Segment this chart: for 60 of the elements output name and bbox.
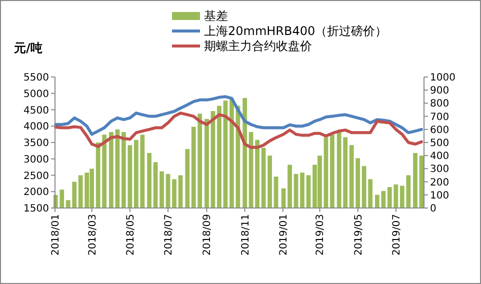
x-tick-label: 2019/05 [353, 214, 364, 256]
y2-tick-label: 1000 [430, 72, 456, 84]
x-tick-label: 2018/09 [202, 214, 214, 256]
y2-tick-label: 400 [430, 151, 450, 162]
bar [288, 164, 292, 208]
bar [185, 149, 190, 208]
line-series [54, 112, 424, 149]
x-tick-label: 2018/03 [87, 214, 98, 256]
y-tick-label: 3000 [24, 154, 49, 166]
y-tick-label: 4500 [24, 105, 49, 116]
x-tick-label: 2018/11 [240, 214, 252, 256]
y-tick-label: 1500 [24, 204, 49, 214]
legend-label: 期螺主力合约收盘价 [204, 39, 312, 54]
x-tick-label: 2018/07 [164, 214, 175, 256]
y2-tick-label: 800 [430, 98, 450, 110]
y2-tick-label: 200 [430, 177, 450, 188]
bar [368, 179, 372, 208]
bar [217, 106, 222, 208]
y2-tick-label: 0 [430, 204, 436, 214]
x-tick-label: 2019/07 [391, 214, 402, 256]
y-tick-label: 2500 [24, 170, 49, 182]
bar [147, 152, 152, 208]
bar [204, 118, 209, 208]
legend-label: 基差 [204, 9, 228, 24]
x-tick-label: 2018/05 [125, 214, 136, 256]
bar [255, 140, 260, 208]
y2-tick-label: 900 [430, 86, 450, 97]
bar [160, 171, 164, 208]
bar [419, 156, 424, 208]
bar [330, 134, 334, 208]
y-tick-label: 4000 [24, 122, 49, 133]
y-tick-label: 3500 [24, 138, 49, 149]
bar [230, 99, 234, 208]
y2-tick-label: 100 [430, 190, 450, 202]
bar [413, 152, 418, 208]
bar [268, 156, 272, 208]
y2-tick-label: 300 [430, 164, 450, 176]
line-series [54, 95, 424, 136]
bar [274, 176, 278, 208]
bar [300, 172, 304, 208]
legend-label: 上海20mmHRB400（折过磅价） [204, 24, 388, 38]
x-tick-label: 2018/01 [50, 214, 62, 256]
bar [153, 162, 158, 208]
bar [166, 174, 170, 208]
x-tick-label: 2019/03 [315, 214, 326, 256]
y2-tick-label: 500 [430, 138, 450, 149]
bar [242, 98, 247, 208]
bar [324, 137, 328, 208]
y-tick-label: 5000 [24, 88, 49, 100]
y-tick-label: 5500 [24, 72, 49, 84]
bar [294, 174, 298, 208]
y-tick-label: 2000 [24, 187, 49, 198]
y2-tick-label: 700 [430, 112, 450, 123]
bar [109, 132, 114, 208]
x-tick-label: 2019/01 [278, 214, 290, 256]
bar [172, 179, 176, 208]
y2-tick-label: 600 [430, 124, 450, 136]
y-axis-title: 元/吨 [13, 41, 42, 55]
bar [362, 166, 366, 208]
bar [261, 148, 266, 208]
